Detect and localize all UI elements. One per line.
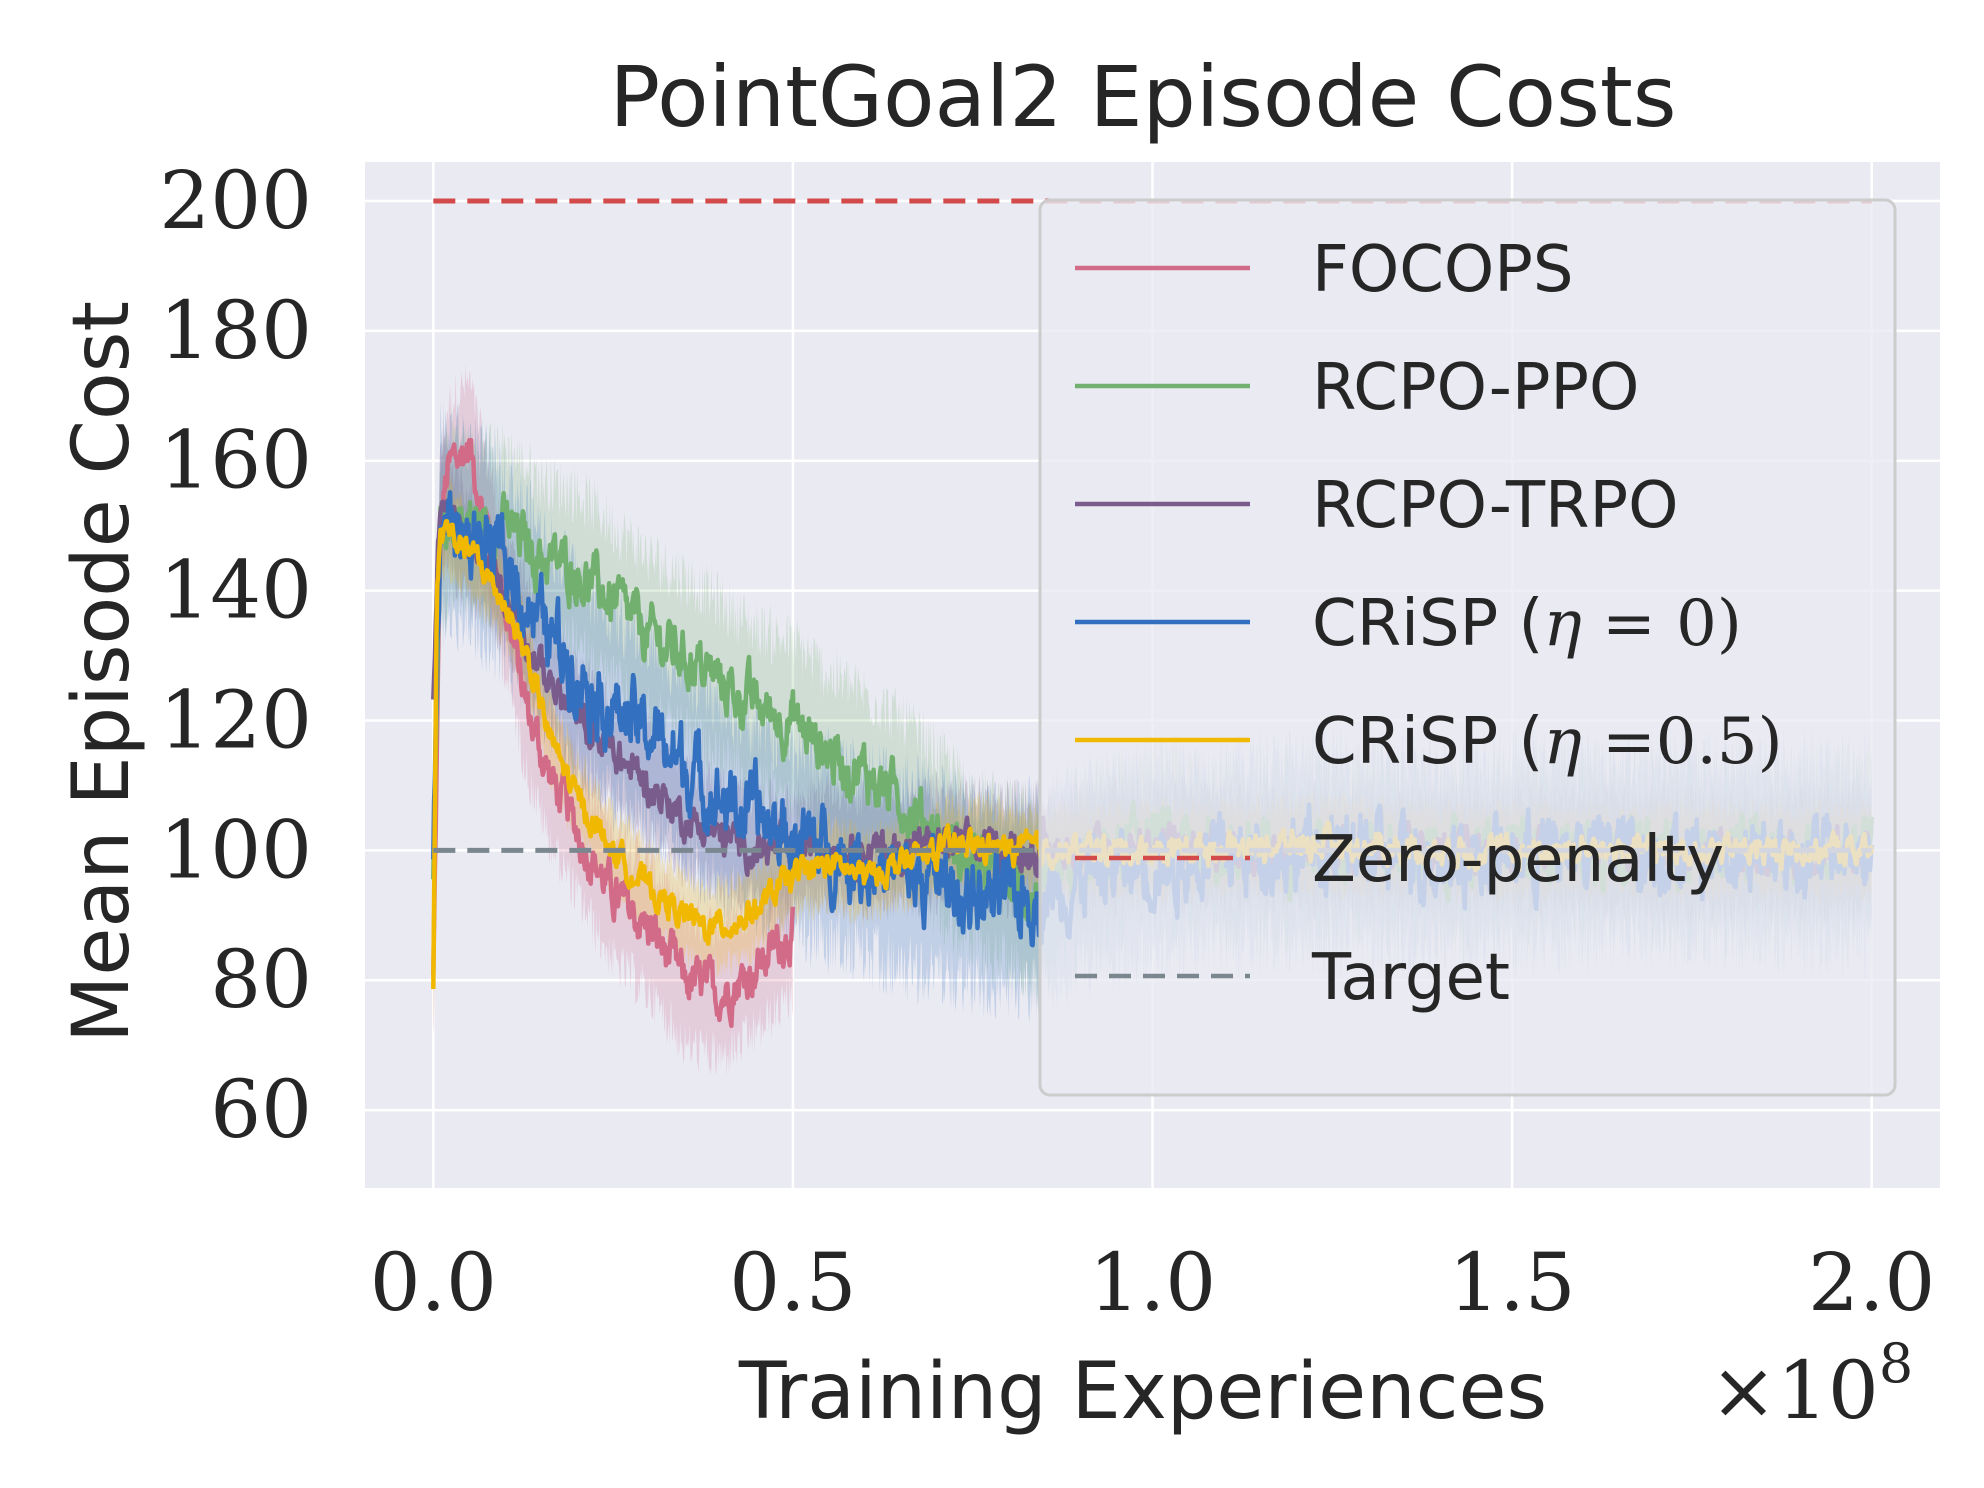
y-tick-label: 140: [159, 544, 312, 637]
y-tick-label: 200: [159, 154, 312, 247]
y-tick-label: 180: [159, 284, 312, 377]
y-axis-label: Mean Episode Cost: [57, 301, 147, 1043]
y-tick-labels: 60 80 100 120 140 160 180 200: [159, 154, 312, 1156]
legend-label: Target: [1311, 941, 1510, 1015]
x-tick-label: 1.5: [1448, 1236, 1575, 1329]
x-axis-multiplier: ×108: [1710, 1332, 1913, 1437]
legend-label: CRiSP (η =0.5): [1312, 705, 1783, 779]
y-tick-label: 80: [210, 933, 312, 1026]
y-tick-label: 120: [159, 673, 312, 766]
legend-label: FOCOPS: [1312, 233, 1573, 307]
x-tick-label: 1.0: [1089, 1236, 1216, 1329]
y-tick-label: 160: [159, 414, 312, 507]
legend-label: RCPO-TRPO: [1312, 469, 1678, 543]
x-tick-label: 2.0: [1808, 1236, 1935, 1329]
x-tick-label: 0.0: [370, 1236, 497, 1329]
legend-label: CRiSP (η = 0): [1312, 587, 1742, 661]
legend-label: RCPO-PPO: [1312, 351, 1639, 425]
legend: FOCOPS RCPO-PPO RCPO-TRPO CRiSP (η = 0) CRiS…: [1038, 198, 1897, 1097]
x-tick-labels: 0.0 0.5 1.0 1.5 2.0: [370, 1236, 1936, 1329]
legend-label: Zero-penalty: [1312, 823, 1724, 897]
series-band-focops: [433, 362, 793, 1077]
x-tick-label: 0.5: [729, 1236, 856, 1329]
y-tick-label: 60: [210, 1063, 312, 1156]
legend-box: [1038, 198, 1897, 1097]
y-tick-label: 100: [159, 803, 312, 896]
chart-title: PointGoal2 Episode Costs: [609, 48, 1676, 146]
x-axis-label: Training Experiences: [738, 1347, 1547, 1437]
